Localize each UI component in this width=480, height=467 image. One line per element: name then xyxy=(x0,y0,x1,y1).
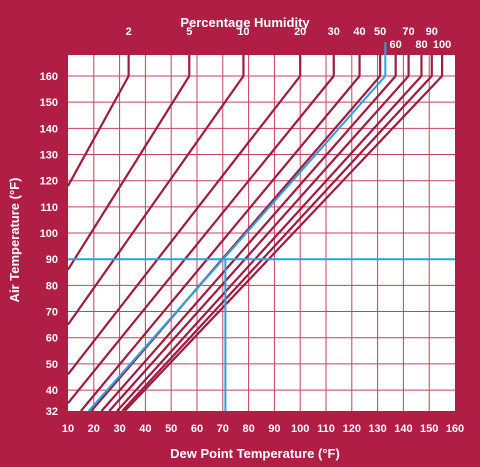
x-tick-label: 30 xyxy=(113,423,125,435)
humidity-curve-70 xyxy=(108,75,410,412)
y-tick-label: 130 xyxy=(40,150,58,162)
x-axis-title: Dew Point Temperature (°F) xyxy=(170,446,340,461)
x-tick-label: 70 xyxy=(217,423,229,435)
humidity-curves xyxy=(67,55,444,412)
humidity-curve-20 xyxy=(67,75,302,376)
example-humidity-line xyxy=(87,75,387,412)
y-tick-label: 140 xyxy=(40,123,58,135)
humidity-curve-2 xyxy=(67,75,130,187)
x-tick-label: 150 xyxy=(420,423,438,435)
x-tick-label: 60 xyxy=(191,423,203,435)
x-tick-label: 100 xyxy=(291,423,309,435)
chart-title: Percentage Humidity xyxy=(180,15,310,30)
y-tick-label: 50 xyxy=(46,359,58,371)
example-reading xyxy=(68,42,455,412)
y-tick-label: 60 xyxy=(46,333,58,345)
x-tick-label: 120 xyxy=(343,423,361,435)
x-tick-label: 20 xyxy=(88,423,100,435)
humidity-label-5: 5 xyxy=(186,26,192,38)
humidity-curve-30 xyxy=(67,75,335,404)
humidity-label-70: 70 xyxy=(402,26,414,38)
humidity-curve-10 xyxy=(67,75,245,326)
x-tick-label: 80 xyxy=(242,423,254,435)
humidity-label-60: 60 xyxy=(390,39,402,51)
x-tick-label: 90 xyxy=(268,423,280,435)
y-tick-label: 90 xyxy=(46,254,58,266)
y-tick-labels: 32 40 50 60 70 80 90 100 110 120 130 140 150 160 xyxy=(40,71,58,418)
humidity-label-40: 40 xyxy=(353,26,365,38)
x-tick-labels: 10 20 30 40 50 60 70 80 90 100 110 120 130 140 150 160 xyxy=(62,423,464,435)
humidity-curve-40 xyxy=(80,75,361,412)
y-tick-label: 110 xyxy=(40,202,58,214)
x-tick-label: 110 xyxy=(317,423,335,435)
humidity-label-80: 80 xyxy=(415,39,427,51)
y-tick-label: 150 xyxy=(40,97,58,109)
humidity-curve-5 xyxy=(67,75,191,271)
y-tick-label: 70 xyxy=(46,307,58,319)
y-tick-label: 120 xyxy=(40,176,58,188)
humidity-curve-90 xyxy=(121,75,433,412)
y-tick-label: 40 xyxy=(46,385,58,397)
humidity-label-10: 10 xyxy=(237,26,249,38)
y-tick-label: 160 xyxy=(40,71,58,83)
x-tick-label: 160 xyxy=(446,423,464,435)
y-tick-label: 32 xyxy=(46,406,58,418)
x-tick-label: 140 xyxy=(394,423,412,435)
humidity-label-30: 30 xyxy=(328,26,340,38)
humidity-curve-80 xyxy=(116,75,423,412)
y-tick-label: 80 xyxy=(46,280,58,292)
y-axis-title: Air Temperature (°F) xyxy=(7,178,22,303)
x-tick-label: 40 xyxy=(139,423,151,435)
humidity-curve-100 xyxy=(123,75,443,412)
x-tick-label: 130 xyxy=(368,423,386,435)
y-tick-label: 100 xyxy=(40,228,58,240)
humidity-label-20: 20 xyxy=(294,26,306,38)
humidity-label-50: 50 xyxy=(374,26,386,38)
humidity-label-2: 2 xyxy=(126,26,132,38)
humidity-label-100: 100 xyxy=(433,39,451,51)
x-tick-label: 50 xyxy=(165,423,177,435)
humidity-curve-60 xyxy=(100,75,397,412)
humidity-label-90: 90 xyxy=(426,26,438,38)
x-tick-label: 10 xyxy=(62,423,74,435)
